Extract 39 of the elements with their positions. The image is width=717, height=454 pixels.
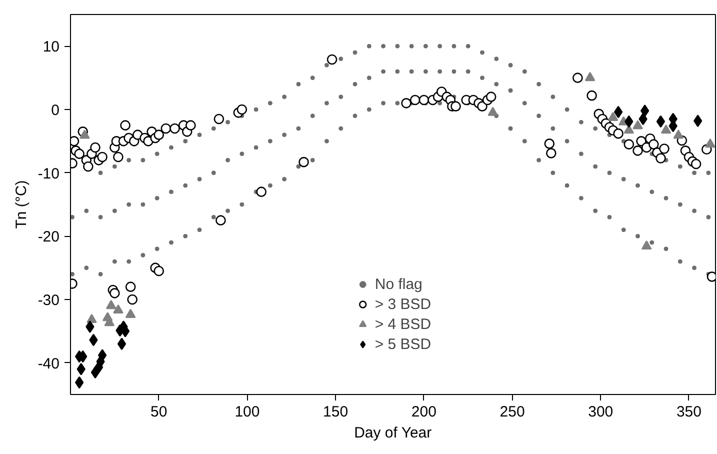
legend-label: > 3 BSD xyxy=(374,296,432,312)
x-tick-label: 300 xyxy=(588,404,614,420)
y-tick-label: 10 xyxy=(42,38,60,56)
x-tick-label: 150 xyxy=(323,404,348,420)
y-tick-label: 0 xyxy=(51,102,60,119)
point xyxy=(113,304,124,314)
point xyxy=(632,120,643,130)
legend-label: No flag xyxy=(374,276,422,292)
point xyxy=(79,130,90,139)
point xyxy=(614,106,623,118)
x-tick-label: 350 xyxy=(676,404,702,420)
y-tick-label: -10 xyxy=(38,165,60,182)
point xyxy=(76,363,86,376)
y-tick-label: -30 xyxy=(38,292,60,309)
point xyxy=(624,124,634,134)
legend-label: > 5 BSD xyxy=(374,336,432,352)
point xyxy=(656,115,666,128)
point xyxy=(488,106,498,116)
point xyxy=(608,112,618,121)
x-axis-title: Day of Year xyxy=(354,424,432,442)
point xyxy=(125,308,136,318)
y-axis-title: Tn (°C) xyxy=(12,180,30,229)
point xyxy=(641,240,652,250)
x-tick-label: 100 xyxy=(234,404,260,420)
point xyxy=(660,124,672,134)
point xyxy=(705,138,716,148)
point xyxy=(584,72,596,82)
y-tick-label: -20 xyxy=(38,228,60,246)
x-tick-label: 50 xyxy=(150,404,168,420)
point xyxy=(106,300,116,310)
legend-label: > 4 BSD xyxy=(374,316,432,332)
x-tick-label: 250 xyxy=(500,404,525,420)
y-tick-label: -40 xyxy=(38,355,60,372)
point xyxy=(640,104,650,117)
point xyxy=(117,338,126,350)
point xyxy=(86,320,94,333)
point xyxy=(673,130,684,139)
x-tick-label: 200 xyxy=(411,404,436,420)
point xyxy=(86,314,97,324)
